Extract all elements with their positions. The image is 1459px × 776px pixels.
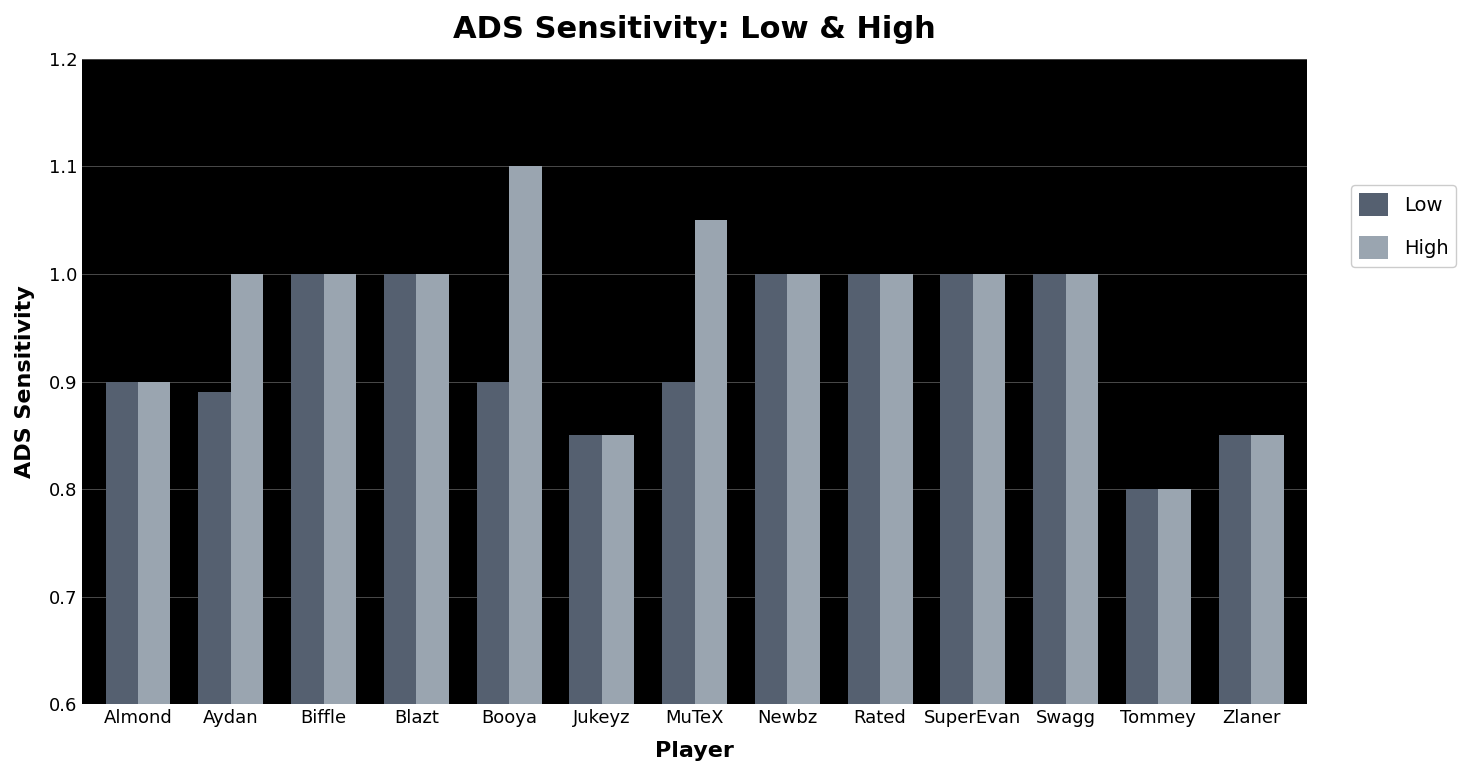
Bar <box>292 274 324 776</box>
Bar <box>105 382 139 776</box>
Bar <box>1065 274 1099 776</box>
Bar <box>231 274 263 776</box>
Legend: Low, High: Low, High <box>1351 185 1456 267</box>
Bar <box>384 274 416 776</box>
Bar <box>198 393 231 776</box>
Y-axis label: ADS Sensitivity: ADS Sensitivity <box>15 285 35 478</box>
Bar <box>662 382 694 776</box>
Bar <box>1158 489 1191 776</box>
Bar <box>416 274 449 776</box>
Bar <box>754 274 788 776</box>
Bar <box>941 274 973 776</box>
Bar <box>694 220 727 776</box>
Bar <box>1033 274 1065 776</box>
Bar <box>477 382 509 776</box>
Bar <box>880 274 912 776</box>
Bar <box>848 274 880 776</box>
Bar <box>1250 435 1284 776</box>
Bar <box>1126 489 1158 776</box>
X-axis label: Player: Player <box>655 741 734 761</box>
Bar <box>973 274 1005 776</box>
Bar <box>601 435 635 776</box>
Bar <box>509 166 541 776</box>
Bar <box>1218 435 1250 776</box>
Bar <box>139 382 171 776</box>
Bar <box>324 274 356 776</box>
Title: ADS Sensitivity: Low & High: ADS Sensitivity: Low & High <box>454 15 935 44</box>
Bar <box>569 435 601 776</box>
Bar <box>788 274 820 776</box>
